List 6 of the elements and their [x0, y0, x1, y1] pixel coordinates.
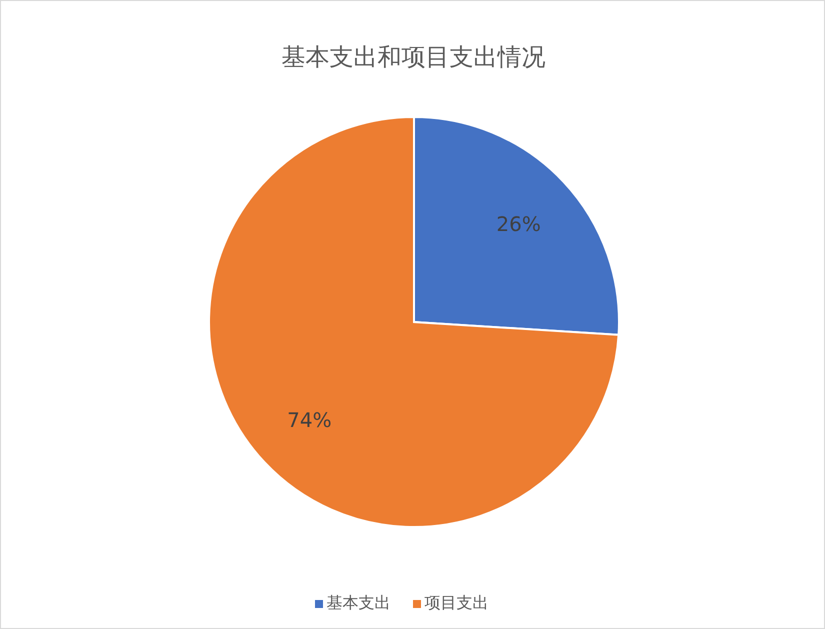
legend-label: 基本支出	[326, 593, 390, 612]
chart-title: 基本支出和项目支出情况	[280, 42, 546, 73]
data-label: 74%	[287, 408, 332, 432]
pie-slice	[208, 116, 620, 528]
data-label: 26%	[496, 212, 541, 236]
legend-label: 项目支出	[424, 593, 488, 612]
